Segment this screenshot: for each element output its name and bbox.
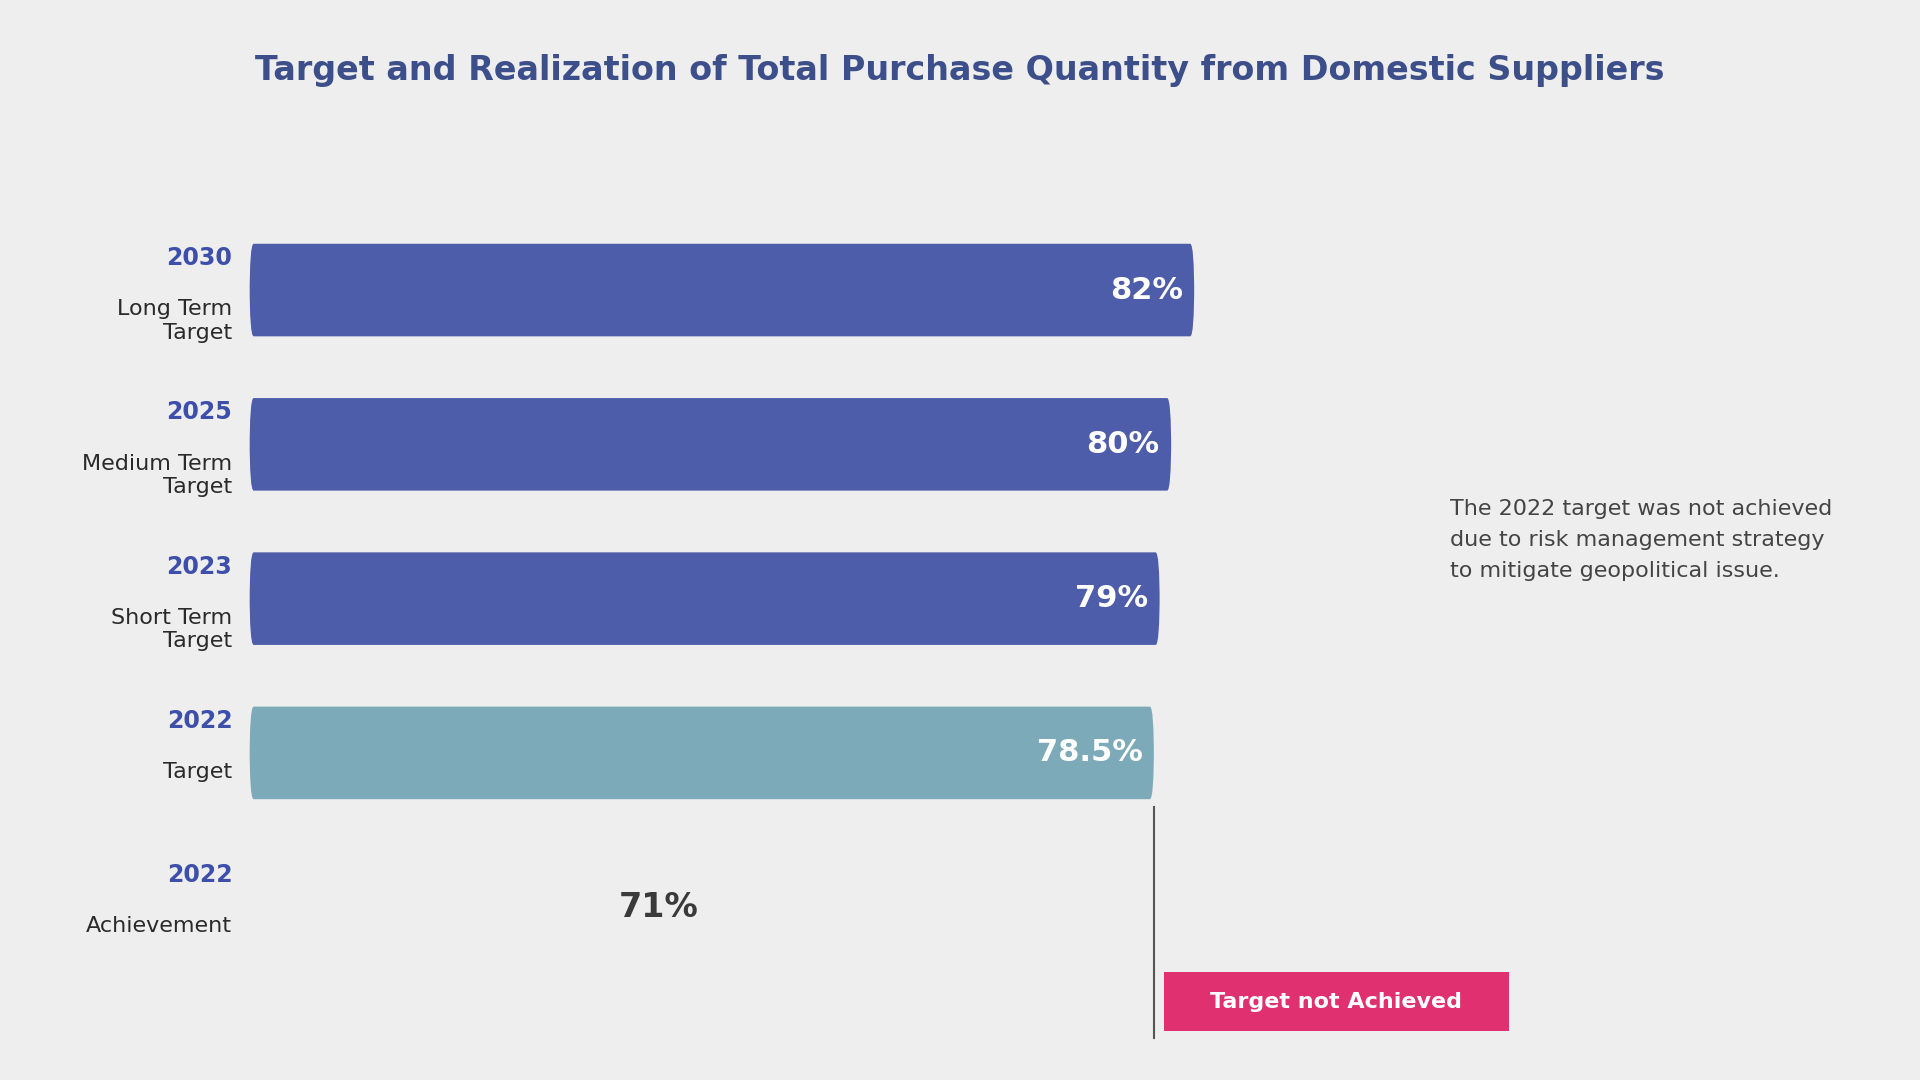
- Text: 2030: 2030: [167, 246, 232, 270]
- Text: 79%: 79%: [1075, 584, 1148, 613]
- Text: Target not Achieved: Target not Achieved: [1210, 991, 1463, 1012]
- Text: Short Term
Target: Short Term Target: [111, 608, 232, 651]
- Text: 80%: 80%: [1087, 430, 1160, 459]
- Text: 2022: 2022: [167, 708, 232, 733]
- Text: The 2022 target was not achieved
due to risk management strategy
to mitigate geo: The 2022 target was not achieved due to …: [1450, 499, 1832, 581]
- FancyBboxPatch shape: [250, 552, 1160, 645]
- Text: 2023: 2023: [167, 554, 232, 579]
- Text: Long Term
Target: Long Term Target: [117, 299, 232, 342]
- Text: 2025: 2025: [167, 401, 232, 424]
- Text: Target: Target: [163, 762, 232, 782]
- FancyBboxPatch shape: [1146, 969, 1526, 1035]
- FancyBboxPatch shape: [250, 399, 1171, 490]
- FancyBboxPatch shape: [250, 244, 1194, 336]
- Text: 82%: 82%: [1110, 275, 1183, 305]
- Text: Achievement: Achievement: [86, 917, 232, 936]
- FancyBboxPatch shape: [250, 706, 1154, 799]
- Text: 78.5%: 78.5%: [1037, 739, 1142, 768]
- Text: 2022: 2022: [167, 863, 232, 887]
- Text: Medium Term
Target: Medium Term Target: [83, 454, 232, 497]
- Text: 71%: 71%: [618, 891, 699, 923]
- Text: Target and Realization of Total Purchase Quantity from Domestic Suppliers: Target and Realization of Total Purchase…: [255, 54, 1665, 87]
